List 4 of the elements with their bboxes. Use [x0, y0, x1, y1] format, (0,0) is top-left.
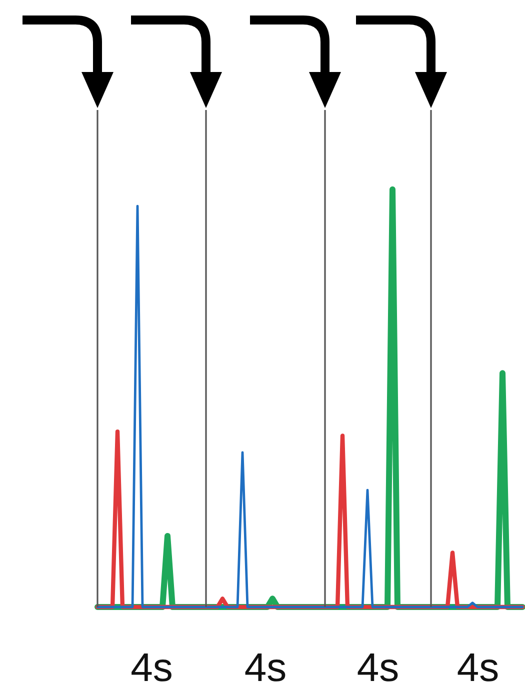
text: 4s [356, 646, 400, 690]
text: 4s [456, 646, 500, 690]
text: 4s [130, 646, 173, 690]
text: 4s [244, 646, 287, 690]
